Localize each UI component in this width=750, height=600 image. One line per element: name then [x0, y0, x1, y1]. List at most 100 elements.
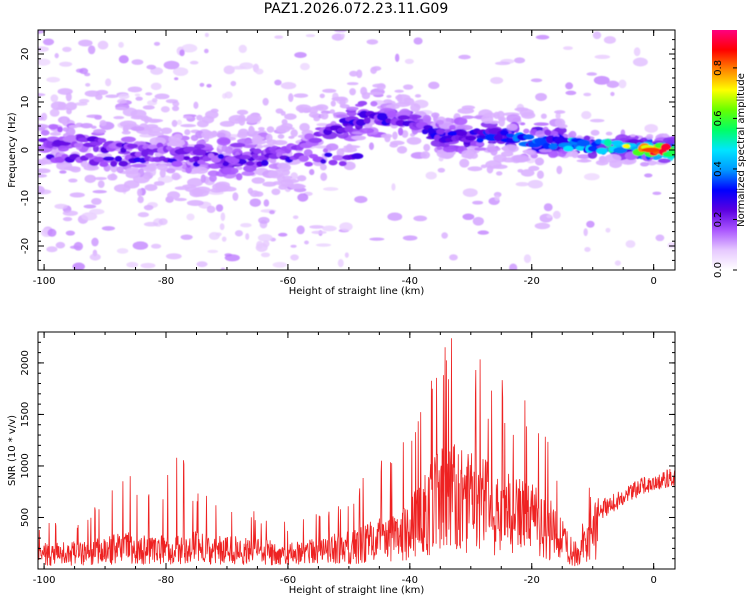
spectrum-core [304, 161, 313, 167]
spectrum-blob [368, 142, 374, 151]
spectrum-blob [144, 184, 158, 191]
spectrum-blob [262, 97, 269, 106]
spectrum-blob [132, 241, 149, 250]
spectrum-core [427, 127, 435, 135]
y-tick-label: 10 [20, 96, 31, 109]
spectrum-blob [116, 248, 129, 254]
spectrum-core [545, 135, 555, 144]
spectrum-blob [322, 148, 329, 153]
spectrum-blob [403, 84, 414, 90]
spectrum-blob [398, 100, 411, 105]
spectrum-core [217, 153, 225, 160]
spectrum-blob [81, 212, 98, 221]
spectrum-blob [38, 159, 48, 166]
spectrum-core [344, 125, 354, 133]
spectrum-blob [581, 110, 592, 120]
spectrum-blob [436, 146, 443, 150]
spectrum-blob [130, 126, 145, 132]
spectrum-blob [174, 197, 187, 202]
spectrum-blob [230, 80, 237, 87]
spectrum-peak [622, 144, 631, 149]
spectrum-blob [278, 126, 295, 130]
spectrum-blob [554, 118, 566, 128]
spectrum-blob [533, 122, 549, 126]
spectrum-blob [145, 163, 151, 170]
x-tick-label: 0 [650, 575, 656, 586]
spectrum-core [596, 147, 608, 155]
spectrum-blob [126, 261, 139, 268]
spectrum-blob [163, 60, 180, 70]
spectrum-blob [280, 82, 297, 90]
spectrum-blob [38, 93, 46, 97]
spectrum-blob [269, 157, 277, 164]
spectrum-blob [528, 165, 540, 172]
y-tick-label: 0 [20, 147, 31, 153]
spectrum-blob [308, 112, 320, 118]
spectrum-blob [50, 94, 59, 103]
spectrum-blob [57, 146, 69, 152]
spectrum-blob [299, 62, 310, 71]
spectrum-blob [391, 183, 396, 191]
spectrum-core [251, 153, 259, 159]
spectrum-blob [288, 93, 294, 102]
spectrum-blob [563, 46, 573, 50]
spectrum-core [64, 134, 79, 143]
spectrum-blob [346, 110, 357, 117]
spectrum-blob [449, 125, 456, 130]
spectrum-core [456, 131, 467, 136]
spectrum-blob [293, 93, 309, 98]
spectrum-blob [38, 168, 51, 174]
spectrum-blob [294, 51, 307, 58]
spectrum-core [99, 161, 109, 167]
spectrum-blob [248, 126, 255, 135]
spectrum-blob [186, 199, 204, 207]
spectrum-blob [606, 80, 620, 89]
spectrum-blob [497, 116, 507, 122]
spectrum-blob [65, 101, 77, 111]
spectrum-blob [380, 133, 393, 139]
spectrum-blob [583, 173, 600, 181]
spectrum-blob [406, 137, 422, 145]
spectrum-blob [207, 249, 219, 254]
spectrum-blob [193, 143, 206, 149]
spectrum-core [465, 135, 477, 141]
spectrum-core [397, 115, 410, 120]
spectrum-core [603, 138, 612, 147]
spectrum-blob [38, 174, 48, 178]
spectrum-blob [490, 77, 504, 85]
spectrum-core [506, 133, 515, 138]
spectrum-blob [160, 106, 170, 113]
spectrum-blob [150, 82, 162, 91]
spectrum-blob [655, 234, 665, 242]
spectrum-blob [92, 190, 107, 194]
spectrum-blob [369, 237, 385, 241]
spectrum-blob [297, 175, 307, 182]
spectrum-core [613, 147, 627, 154]
spectrum-blob [176, 119, 182, 126]
spectrum-core [363, 117, 371, 125]
spectrum-blob [367, 92, 384, 96]
spectrum-blob [336, 148, 345, 158]
spectrum-blob [290, 244, 297, 248]
spectrum-blob [240, 223, 252, 228]
spectrum-blob [326, 143, 339, 151]
spectrum-blob [290, 172, 298, 180]
spectrum-blob [115, 106, 127, 111]
spectrum-blob [54, 203, 68, 210]
spectrum-blob [428, 81, 440, 90]
spectrum-blob [174, 77, 179, 81]
spectrum-blob [349, 70, 359, 77]
spectrum-blob [86, 114, 102, 119]
spectrum-blob [431, 112, 440, 118]
spectrum-blob [219, 223, 225, 231]
spectrum-blob [182, 115, 193, 119]
spectrum-blob [268, 170, 283, 179]
spectrum-blob [272, 261, 287, 268]
spectrum-blob [220, 267, 226, 270]
spectrum-blob [319, 93, 325, 99]
y-tick-label: 2000 [20, 350, 31, 375]
spectrum-blob [281, 169, 291, 176]
spectrum-blob [509, 263, 518, 270]
y-tick-label: 1500 [20, 402, 31, 427]
spectrum-blob [274, 79, 282, 86]
